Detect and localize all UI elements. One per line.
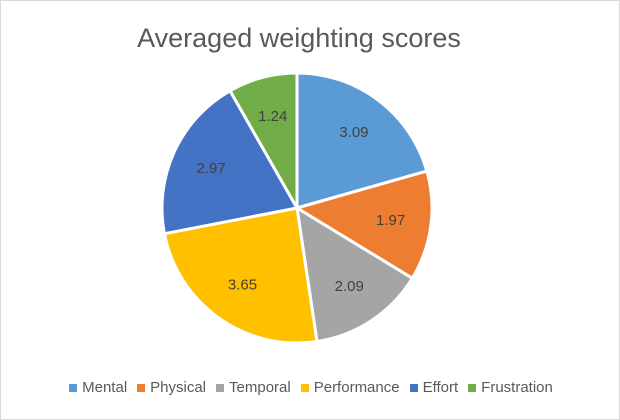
- chart-title: Averaged weighting scores: [137, 23, 461, 53]
- pie-slice-mental: [295, 71, 429, 210]
- legend-swatch: [409, 383, 418, 392]
- legend-item-temporal: Temporal: [216, 379, 291, 396]
- legend-item-effort: Effort: [409, 379, 459, 396]
- pie-slice-frustration: [228, 71, 299, 210]
- data-label-physical: 1.97: [376, 212, 405, 229]
- legend-item-physical: Physical: [137, 379, 206, 396]
- legend-label: Effort: [422, 379, 459, 396]
- pie-slice-effort: [160, 89, 299, 236]
- legend-swatch: [300, 383, 309, 392]
- legend-label: Temporal: [229, 379, 291, 396]
- legend-swatch: [468, 383, 477, 392]
- pie-slice-performance: [162, 206, 319, 345]
- data-label-performance: 3.65: [228, 277, 257, 294]
- legend-label: Frustration: [481, 379, 553, 396]
- pie-slice-physical: [295, 169, 434, 280]
- pie-slice-temporal: [295, 206, 414, 344]
- data-label-frustration: 1.24: [258, 108, 287, 125]
- legend-item-frustration: Frustration: [468, 379, 553, 396]
- data-label-effort: 2.97: [197, 160, 226, 177]
- legend-item-mental: Mental: [69, 379, 127, 396]
- legend-label: Performance: [313, 379, 400, 396]
- data-label-temporal: 2.09: [335, 278, 364, 295]
- legend-label: Mental: [82, 379, 128, 396]
- legend-swatch: [69, 383, 78, 392]
- legend: Mental Physical Temporal Performance Effort F…: [1, 379, 620, 396]
- data-label-mental: 3.09: [339, 124, 368, 141]
- legend-swatch: [216, 383, 225, 392]
- legend-label: Physical: [150, 379, 207, 396]
- legend-item-performance: Performance: [300, 379, 400, 396]
- legend-swatch: [137, 383, 146, 392]
